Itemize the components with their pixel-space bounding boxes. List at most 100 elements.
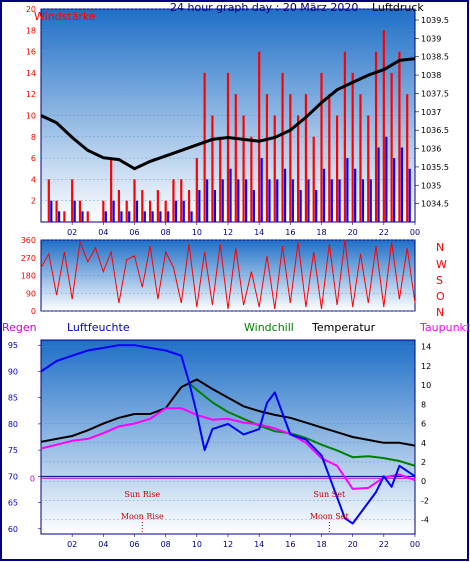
pressure-y-tick: 1037 xyxy=(421,108,441,117)
wind-x-tick: 14 xyxy=(254,228,264,237)
temp-x-tick: 20 xyxy=(348,540,358,549)
temp-y-tick: 8 xyxy=(421,400,426,409)
annotation-moon-rise: Moon Rise xyxy=(121,512,164,521)
compass-o: O xyxy=(436,290,445,303)
direction-panel-bg xyxy=(41,240,415,311)
humidity-y-tick: 95 xyxy=(8,341,18,350)
humidity-label: Luftfeuchte xyxy=(67,321,130,334)
wind-pressure-grid xyxy=(41,8,419,225)
pressure-y-tick: 1034.5 xyxy=(421,200,449,209)
wind-y-tick: 8 xyxy=(31,133,36,142)
humidity-y-tick: 80 xyxy=(8,420,18,429)
temp-x-tick: 12 xyxy=(223,540,233,549)
temp-x-tick: 04 xyxy=(98,540,108,549)
pressure-label: Luftdruck xyxy=(372,1,424,14)
wind-strength-label: Windstärke xyxy=(34,10,96,23)
humidity-y-tick: 70 xyxy=(8,472,18,481)
annotation-sun-rise: Sun Rise xyxy=(124,490,160,499)
wind-y-tick: 16 xyxy=(26,48,36,57)
windchill-line xyxy=(188,382,416,467)
compass-n-bottom: N xyxy=(436,306,444,319)
temp-humidity-marks xyxy=(38,344,416,537)
wind-y-tick: 6 xyxy=(31,154,36,163)
temp-y-tick: 12 xyxy=(421,362,431,371)
pressure-y-tick: 1038 xyxy=(421,71,441,80)
wind-x-tick: 02 xyxy=(67,228,77,237)
humidity-y-tick: 65 xyxy=(8,499,18,508)
wind-pressure-marks xyxy=(40,30,416,222)
wind-y-tick: 2 xyxy=(31,197,36,206)
temp-x-tick: 22 xyxy=(379,540,389,549)
direction-line xyxy=(40,239,416,310)
temp-y-tick: 4 xyxy=(421,439,426,448)
temp-y-tick: 0 xyxy=(421,477,426,486)
rain-label: Regen xyxy=(2,321,37,334)
wind-x-tick: 04 xyxy=(98,228,108,237)
direction-y-tick: 0 xyxy=(31,307,36,316)
pressure-y-tick: 1035.5 xyxy=(421,163,449,172)
compass-s: S xyxy=(436,274,443,287)
temp-y-tick: -2 xyxy=(421,496,429,505)
pressure-y-tick: 1036.5 xyxy=(421,126,449,135)
sun-moon-annotations: Sun Rise Sun Set Moon Rise Moon Set xyxy=(121,490,350,534)
temp-y-tick: 6 xyxy=(421,420,426,429)
wind-y-tick: 20 xyxy=(26,5,36,14)
temp-y-tick: 14 xyxy=(421,343,431,352)
temp-humidity-panel-bg xyxy=(41,340,415,534)
humidity-y-tick: 90 xyxy=(8,367,18,376)
pressure-line xyxy=(40,57,416,171)
pressure-y-tick: 1039 xyxy=(421,34,441,43)
temp-x-tick: 06 xyxy=(129,540,139,549)
wind-x-tick: 16 xyxy=(285,228,295,237)
wind-y-tick: 14 xyxy=(26,69,36,78)
dewpoint-label: Taupunkt xyxy=(419,321,470,334)
wind-x-tick: 08 xyxy=(161,228,171,237)
windchill-label: Windchill xyxy=(244,321,294,334)
annotation-sun-set: Sun Set xyxy=(313,490,346,499)
pressure-y-tick: 1037.5 xyxy=(421,89,449,98)
pressure-y-tick: 1038.5 xyxy=(421,53,449,62)
pressure-y-tick: 1039.5 xyxy=(421,16,449,25)
humidity-y-tick: 60 xyxy=(8,525,18,534)
direction-y-tick: 180 xyxy=(21,272,36,281)
temp-x-tick: 00 xyxy=(410,540,420,549)
humidity-y-tick: 75 xyxy=(8,446,18,455)
wind-x-tick: 00 xyxy=(410,228,420,237)
humidity-y-tick: 85 xyxy=(8,394,18,403)
wind-x-tick: 12 xyxy=(223,228,233,237)
temp-x-tick: 08 xyxy=(161,540,171,549)
wind-x-tick: 22 xyxy=(379,228,389,237)
wind-x-tick: 18 xyxy=(316,228,326,237)
pressure-y-tick: 1035 xyxy=(421,181,441,190)
wind-y-tick: 10 xyxy=(26,112,36,121)
compass-w: W xyxy=(436,258,447,271)
axis-tick-labels: 20 18 16 14 12 10 8 6 4 2 1039.5 1039 1038.5 1038 1037… xyxy=(8,5,449,549)
temp-y-tick: 10 xyxy=(421,381,431,390)
direction-y-tick: 90 xyxy=(26,289,36,298)
wind-y-tick: 18 xyxy=(26,26,36,35)
dewpoint-line xyxy=(40,407,416,490)
temp-x-tick: 10 xyxy=(192,540,202,549)
direction-y-tick: 360 xyxy=(21,236,36,245)
temperature-line xyxy=(40,378,416,447)
pressure-y-tick: 1036 xyxy=(421,145,441,154)
temperature-label: Temperatur xyxy=(311,321,376,334)
temp-y-tick: -4 xyxy=(421,516,429,525)
wind-y-tick: 12 xyxy=(26,90,36,99)
temp-x-tick: 16 xyxy=(285,540,295,549)
compass-n-top: N xyxy=(436,241,444,254)
temp-x-tick: 18 xyxy=(316,540,326,549)
wind-x-tick: 10 xyxy=(192,228,202,237)
direction-marks xyxy=(40,239,416,312)
annotation-moon-set: Moon Set xyxy=(310,512,350,521)
chart-title: 24 hour graph day : 20 März 2020 xyxy=(170,1,358,14)
wind-y-tick: 4 xyxy=(31,175,36,184)
wind-x-tick: 06 xyxy=(129,228,139,237)
rain-zero-tick: 0 xyxy=(30,474,35,483)
humidity-line xyxy=(40,344,416,525)
wind-x-tick: 20 xyxy=(348,228,358,237)
temp-x-tick: 14 xyxy=(254,540,264,549)
